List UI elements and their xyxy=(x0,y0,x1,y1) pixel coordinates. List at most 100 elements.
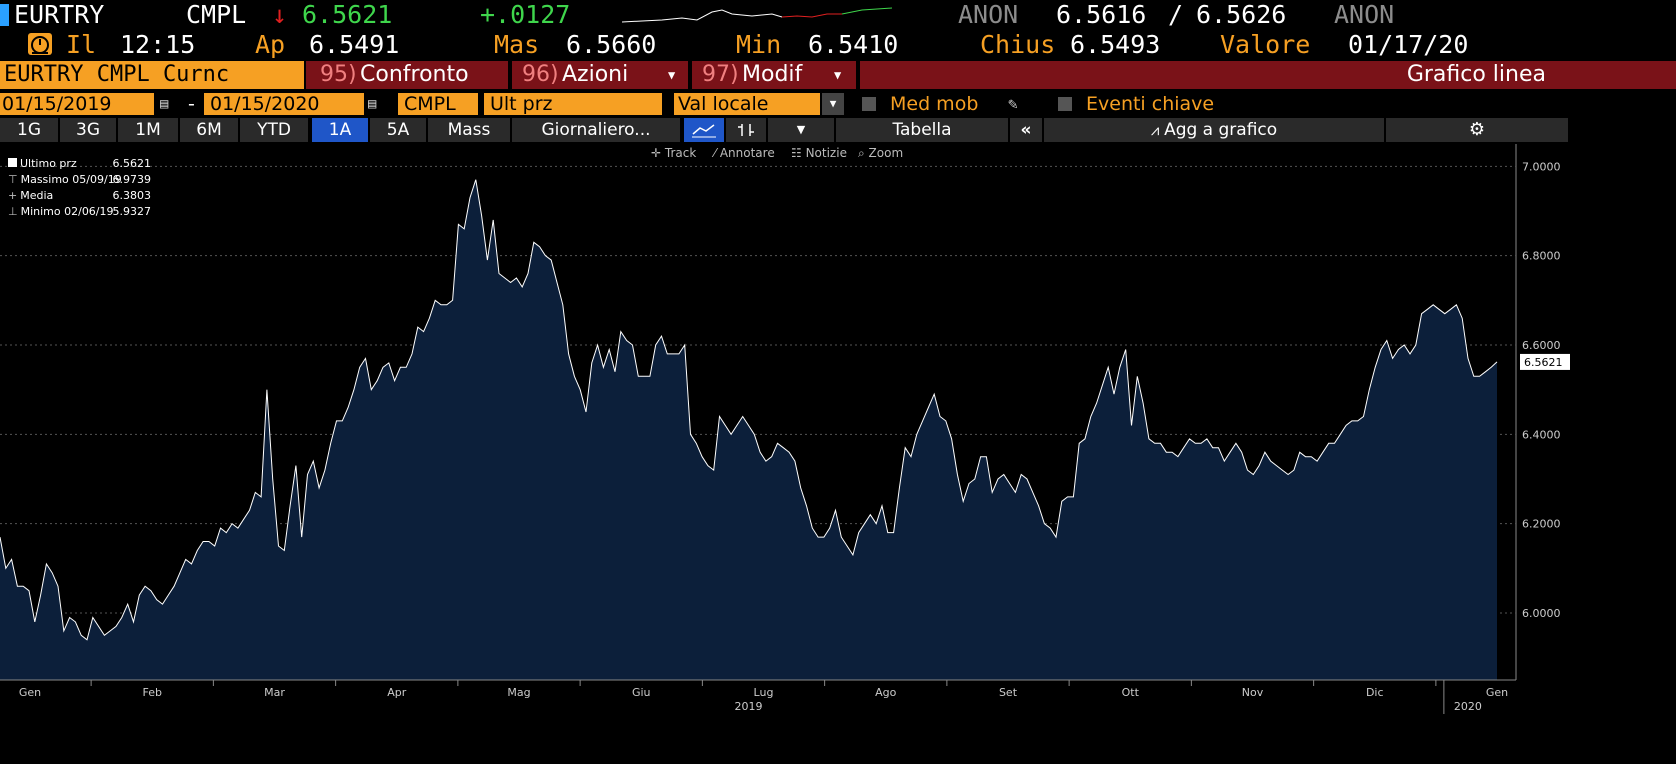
year-label: 2019 xyxy=(735,700,763,713)
high-marker-icon: ⊤ xyxy=(8,173,18,186)
currency-value: Val locale xyxy=(678,93,769,115)
x-tick-label: Ott xyxy=(1122,686,1140,699)
tab-mass[interactable]: Mass xyxy=(428,118,510,142)
end-date-value: 01/15/2020 xyxy=(210,93,320,115)
date-dash: - xyxy=(188,93,195,115)
add-to-chart-label: Agg a grafico xyxy=(1164,120,1278,140)
low-marker-icon: ⊥ xyxy=(8,205,18,218)
chart-legend: Ultimo prz 6.5621 ⊤ Massimo 05/09/19 6.97… xyxy=(8,156,151,224)
x-tick-label: Apr xyxy=(387,686,407,699)
legend-avg: + Media 6.3803 xyxy=(8,188,151,204)
start-date-input[interactable]: 01/15/2019 xyxy=(0,93,154,115)
annotate-label: Annotare xyxy=(719,146,775,160)
legend-low: ⊥ Minimo 02/06/19 5.9327 xyxy=(8,204,151,220)
track-tool[interactable]: ✛ Track xyxy=(651,146,697,160)
x-tick-label: Dic xyxy=(1366,686,1384,699)
chart-style-dropdown[interactable]: ▼ xyxy=(768,118,834,142)
legend-high-value: 6.9739 xyxy=(112,173,152,186)
value-date-label: Valore xyxy=(1220,30,1311,59)
line-chart-icon[interactable] xyxy=(684,118,724,142)
actions-menu[interactable]: 96) Azioni ▼ xyxy=(512,61,688,89)
series-area xyxy=(0,179,1497,680)
news-tool[interactable]: ☷ Notizie xyxy=(791,146,847,160)
end-date-input[interactable]: 01/15/2020 xyxy=(204,93,364,115)
tab-3g[interactable]: 3G xyxy=(60,118,116,142)
last-price-tag xyxy=(1520,353,1570,370)
x-tick-label: Set xyxy=(999,686,1018,699)
add-to-chart-button[interactable]: ⩘ Agg a grafico xyxy=(1044,118,1384,142)
source: CMPL xyxy=(186,0,247,29)
pencil-icon[interactable]: ✎ xyxy=(1008,94,1018,113)
calendar-icon[interactable]: ▤ xyxy=(368,96,377,112)
edit-label: Modif xyxy=(742,62,803,87)
chevron-down-icon[interactable]: ▼ xyxy=(822,93,844,115)
key-events-checkbox[interactable] xyxy=(1058,97,1072,111)
y-tick-label: 7.0000 xyxy=(1522,160,1561,173)
start-date-value: 01/15/2019 xyxy=(2,93,112,115)
low-value: 6.5410 xyxy=(808,30,899,59)
avg-marker-icon: + xyxy=(8,189,18,202)
x-tick-label: Nov xyxy=(1242,686,1264,699)
legend-last-label: Ultimo prz xyxy=(20,157,77,170)
source-value: CMPL xyxy=(404,93,456,115)
legend-last: Ultimo prz 6.5621 xyxy=(8,156,151,172)
price-chart[interactable]: 6.0000 6.2000 6.4000 6.6000 6.8000 7.0000 Gen F… xyxy=(0,144,1676,764)
series-line xyxy=(0,179,1498,641)
compare-label: Confronto xyxy=(360,62,469,87)
legend-last-value: 6.5621 xyxy=(112,157,152,170)
moving-average-checkbox[interactable] xyxy=(862,97,876,111)
alert-icon[interactable] xyxy=(28,33,52,55)
tab-1a[interactable]: 1A xyxy=(312,118,368,142)
tab-1g[interactable]: 1G xyxy=(0,118,58,142)
bar-chart-icon[interactable] xyxy=(726,118,766,142)
edit-menu[interactable]: 97) Modif ▼ xyxy=(692,61,856,89)
field-input[interactable]: Ult prz xyxy=(484,93,662,115)
x-tick-label: Ago xyxy=(875,686,897,699)
edit-number: 97) xyxy=(702,62,739,87)
currency-select[interactable]: Val locale xyxy=(674,93,820,115)
chart-type-title: Grafico linea xyxy=(1406,62,1546,87)
calendar-icon[interactable]: ▤ xyxy=(160,96,169,112)
legend-low-label: Minimo 02/06/19 xyxy=(20,205,114,218)
bid-price: 6.5616 xyxy=(1056,0,1147,29)
collapse-icon[interactable]: « xyxy=(1010,118,1042,142)
tab-1m[interactable]: 1M xyxy=(118,118,178,142)
legend-avg-label: Media xyxy=(20,189,54,202)
down-arrow-icon: ↓ xyxy=(272,0,288,29)
y-tick-label: 6.4000 xyxy=(1522,428,1561,441)
high-value: 6.5660 xyxy=(566,30,657,59)
time-label: Il xyxy=(66,30,97,59)
news-label: Notizie xyxy=(805,146,847,160)
actions-label: Azioni xyxy=(562,62,629,87)
x-tick-label: Giu xyxy=(632,686,651,699)
x-tick-label: Gen xyxy=(1486,686,1508,699)
field-value: Ult prz xyxy=(490,93,553,115)
table-button[interactable]: Tabella xyxy=(836,118,1008,142)
frequency-select[interactable]: Giornaliero... xyxy=(512,118,680,142)
ask-price: 6.5626 xyxy=(1196,0,1287,29)
source-input[interactable]: CMPL xyxy=(398,93,478,115)
tab-5a[interactable]: 5A xyxy=(370,118,426,142)
actions-number: 96) xyxy=(522,62,559,87)
tab-6m[interactable]: 6M xyxy=(180,118,238,142)
value-date: 01/17/20 xyxy=(1348,30,1469,59)
bid-source: ANON xyxy=(958,0,1019,29)
add-chart-icon: ⩘ xyxy=(1150,121,1165,139)
y-tick-label: 6.0000 xyxy=(1522,607,1561,620)
x-tick-label: Gen xyxy=(19,686,41,699)
settings-gear-icon[interactable]: ⚙ xyxy=(1386,118,1568,142)
focus-indicator xyxy=(0,4,9,26)
track-label: Track xyxy=(664,146,697,160)
zoom-tool[interactable]: ⌕ Zoom xyxy=(858,146,904,160)
legend-low-value: 5.9327 xyxy=(112,205,152,218)
annotate-tool[interactable]: ⁄ Annotare xyxy=(714,146,775,160)
open-value: 6.5491 xyxy=(309,30,400,59)
tab-ytd[interactable]: YTD xyxy=(240,118,308,142)
security-field[interactable]: EURTRY CMPL Curnc xyxy=(0,61,304,89)
year-label: 2020 xyxy=(1454,700,1482,713)
ticker[interactable]: EURTRY xyxy=(14,0,105,29)
compare-menu[interactable]: 95) Confronto xyxy=(306,61,508,89)
time-value: 12:15 xyxy=(120,30,196,59)
header-bar: EURTRY CMPL ↓ 6.5621 +.0127 ANON 6.5616 … xyxy=(0,0,1676,30)
security-label: EURTRY CMPL Curnc xyxy=(4,62,230,87)
